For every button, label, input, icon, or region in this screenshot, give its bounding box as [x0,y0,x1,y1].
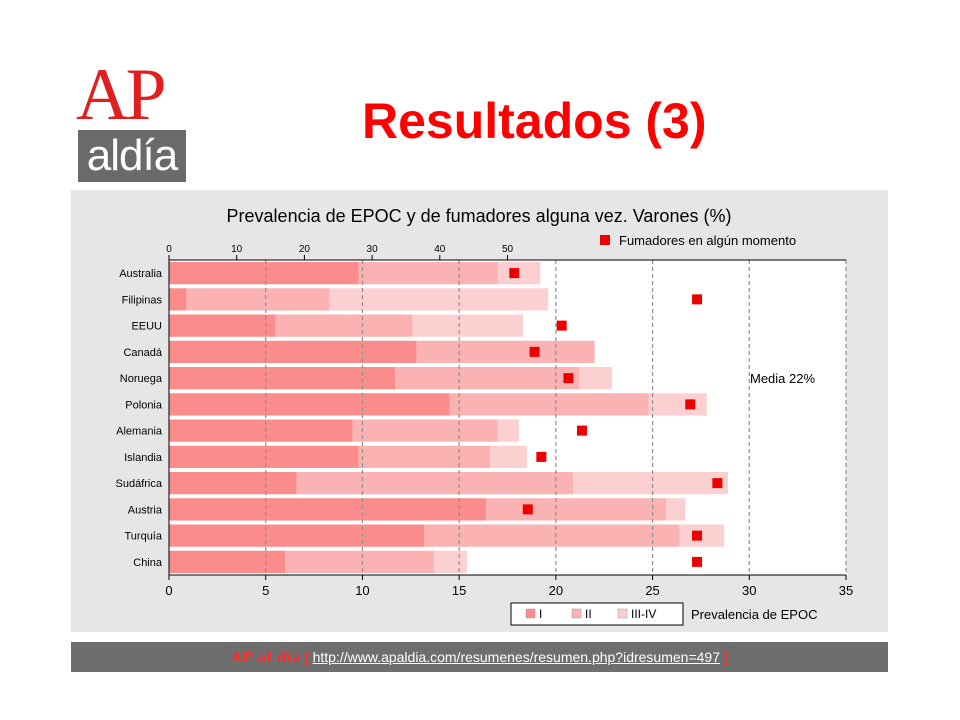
bar-ii-0 [358,262,498,285]
logo-aldia-text: aldía [78,130,186,182]
logo-ap-text: AP [76,54,167,136]
legend-swatch-0 [525,608,536,619]
category-label: Islandia [124,452,163,464]
bar-iii-iv-2 [412,314,523,337]
footer-bar: AP al día [ http://www.apaldia.com/resum… [71,642,888,672]
x-tick-label: 10 [355,583,369,598]
bar-i-9 [169,498,487,521]
bar-ii-7 [358,445,491,468]
bar-ii-2 [275,314,413,337]
bar-ii-9 [486,498,667,521]
bar-iii-iv-4 [579,367,612,390]
bar-ii-5 [449,393,649,416]
media-annotation: Media 22% [750,371,815,386]
bar-iii-iv-9 [666,498,686,521]
bar-iii-iv-7 [490,445,527,468]
bar-i-7 [169,445,359,468]
bar-iii-iv-11 [433,550,467,573]
smoker-marker-5 [685,399,696,410]
smoker-marker-8 [712,478,723,489]
smoker-marker-10 [692,530,703,541]
footer-bracket-open: [ [304,649,309,665]
x-tick-label: 25 [645,583,659,598]
footer-link[interactable]: http://www.apaldia.com/resumenes/resumen… [312,649,720,665]
legend-swatch-2 [617,608,628,619]
category-label: Austria [128,504,163,516]
category-label: Canadá [123,347,162,359]
x-tick-label: 0 [165,583,172,598]
smoker-marker-2 [556,320,567,331]
x-tick-label: 5 [262,583,269,598]
smoker-marker-1 [692,294,703,305]
stage-legend-box [510,602,684,626]
smoker-marker-11 [692,556,703,567]
smoker-marker-6 [576,425,587,436]
footer-brand: AP al día [231,650,301,666]
x-tick-label: 20 [549,583,563,598]
category-label: Filipinas [122,294,163,306]
smokers-legend-marker [600,235,610,245]
category-label: China [133,557,163,569]
category-label: Noruega [120,373,163,385]
x-tick-label: 35 [839,583,853,598]
top-tick-label: 20 [299,244,311,255]
top-tick-label: 50 [502,244,514,255]
legend-label-0: I [539,607,542,621]
footer-bracket-close: ] [723,649,728,665]
category-label: Sudáfrica [116,478,163,490]
page-title: Resultados (3) [362,93,707,149]
category-label: Turquía [124,531,162,543]
bar-ii-6 [352,419,498,442]
chart-title: Prevalencia de EPOC y de fumadores algun… [227,206,732,226]
chart-panel: Australia Filipinas EEUU Canadá Noruega Polon… [71,190,888,632]
top-tick-label: 0 [166,244,172,255]
bar-i-10 [169,524,425,547]
top-tick-label: 40 [434,244,446,255]
bar-ii-10 [424,524,680,547]
smoker-marker-9 [522,504,533,515]
x-tick-label: 15 [452,583,466,598]
bar-iii-iv-6 [497,419,520,442]
bar-ii-3 [416,340,595,363]
top-tick-label: 30 [367,244,379,255]
plot-area [169,260,846,575]
bar-iii-iv-8 [573,472,729,495]
category-label: EEUU [131,321,162,333]
bar-i-6 [169,419,353,442]
bar-i-4 [169,367,396,390]
apaldia-logo: AP aldía [74,58,192,184]
bar-iii-iv-1 [329,288,549,311]
category-label: Polonia [125,399,163,411]
bar-ii-4 [395,367,580,390]
legend-swatch-1 [571,608,582,619]
bar-ii-11 [285,550,434,573]
smoker-marker-7 [536,451,547,462]
bar-i-1 [169,288,187,311]
smoker-marker-4 [563,373,574,384]
bar-i-5 [169,393,450,416]
top-tick-label: 10 [231,244,243,255]
bar-i-0 [169,262,359,285]
epoc-chart: Australia Filipinas EEUU Canadá Noruega Polon… [116,206,853,626]
legend-label-1: II [585,607,592,621]
legend-label-2: III-IV [631,607,656,621]
bar-i-3 [169,340,417,363]
bar-i-2 [169,314,276,337]
smokers-legend-label: Fumadores en algún momento [619,233,796,248]
bar-ii-1 [186,288,330,311]
x-axis-label: Prevalencia de EPOC [691,607,817,622]
category-label: Australia [119,268,163,280]
x-tick-label: 30 [742,583,756,598]
bar-ii-8 [296,472,574,495]
smoker-marker-3 [529,346,540,357]
bar-iii-iv-5 [648,393,707,416]
category-label: Alemania [116,426,163,438]
smoker-marker-0 [509,268,520,279]
bar-i-8 [169,472,297,495]
bar-i-11 [169,550,286,573]
